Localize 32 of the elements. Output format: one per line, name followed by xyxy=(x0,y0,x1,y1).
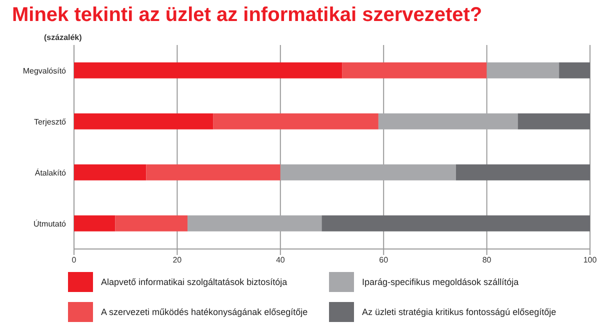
y-tick-label: Terjesztő xyxy=(34,117,67,126)
legend-label: Alapvető informatikai szolgáltatások biztosítója xyxy=(101,277,288,287)
bar xyxy=(74,113,214,130)
bar xyxy=(213,113,378,130)
y-tick-label: Útmutató xyxy=(34,219,67,228)
y-tick-label: Átalakító xyxy=(34,168,67,178)
bar xyxy=(115,215,188,232)
legend-label: Az üzleti stratégia kritikus fontosságú elősegítője xyxy=(362,307,556,317)
bar xyxy=(456,164,590,180)
chart-title: Minek tekinti az üzlet az informatikai szervezetet? xyxy=(12,4,484,27)
x-tick-label: 0 xyxy=(72,256,77,265)
x-tick-label: 60 xyxy=(379,256,389,265)
bar xyxy=(322,215,590,232)
bar xyxy=(342,62,487,78)
bar xyxy=(559,62,590,78)
bar xyxy=(280,164,456,180)
y-tick-label: Megvalósító xyxy=(22,66,67,76)
bar xyxy=(146,164,280,180)
legend-label: A szervezeti működés hatékonyságának elősegítője xyxy=(101,307,308,317)
bar xyxy=(518,113,590,130)
bar xyxy=(74,62,342,78)
legend-label: Iparág-specifikus megoldások szállítója xyxy=(362,277,519,287)
x-tick-label: 80 xyxy=(482,256,492,265)
bar xyxy=(378,113,518,130)
bar xyxy=(486,62,560,78)
x-tick-label: 40 xyxy=(276,256,286,265)
x-tick-label: 20 xyxy=(172,256,182,265)
x-tick-label: 100 xyxy=(583,256,598,265)
chart-subtitle: (százalék) xyxy=(44,33,83,42)
bar xyxy=(74,215,116,232)
bar xyxy=(74,164,146,180)
bar xyxy=(188,215,322,232)
